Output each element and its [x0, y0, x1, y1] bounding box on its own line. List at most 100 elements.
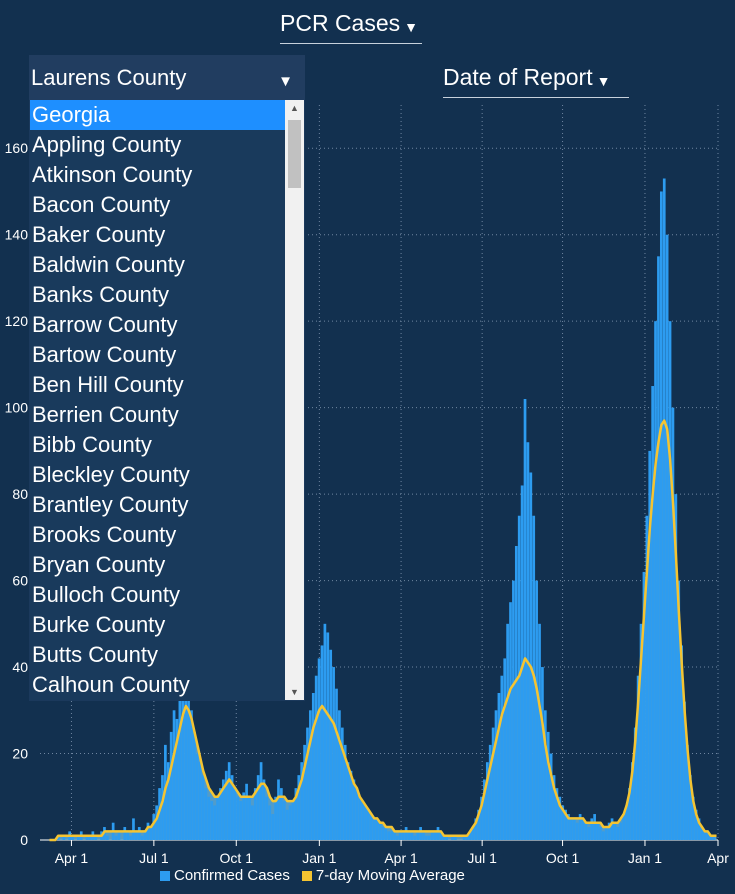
case-bar — [297, 775, 301, 840]
county-option[interactable]: Banks County — [32, 282, 169, 307]
county-option[interactable]: Baker County — [32, 222, 166, 247]
case-bar — [137, 827, 141, 840]
case-bar — [291, 801, 295, 840]
case-bar — [442, 835, 446, 840]
case-bar — [645, 515, 649, 840]
case-bar — [688, 775, 692, 840]
case-bar — [578, 814, 582, 840]
case-bar — [555, 788, 559, 840]
county-options-list: Georgia Appling County Atkinson County Baco… — [30, 100, 286, 700]
y-tick-label: 20 — [12, 746, 28, 762]
case-bar — [651, 386, 654, 840]
case-bar — [227, 762, 231, 840]
dropdown-scrollbar[interactable]: ▲ ▼ — [285, 100, 304, 700]
date-select[interactable]: Date of Report ▼ — [443, 64, 629, 98]
case-bar — [384, 827, 388, 840]
case-bar — [253, 788, 257, 840]
case-bar — [158, 788, 161, 840]
county-option[interactable]: Baldwin County — [32, 252, 185, 277]
case-bar — [506, 623, 509, 840]
county-option[interactable]: Atkinson County — [32, 162, 193, 187]
case-bar — [268, 805, 272, 840]
county-option[interactable]: Appling County — [32, 132, 182, 157]
county-option[interactable]: Bacon County — [32, 192, 171, 217]
scroll-down-icon[interactable]: ▼ — [290, 687, 299, 697]
case-bar — [219, 788, 222, 840]
case-bar — [413, 835, 417, 840]
case-bar — [616, 827, 620, 840]
case-bar — [106, 835, 109, 840]
case-bar — [686, 744, 689, 840]
case-bar — [572, 818, 576, 840]
caret-down-icon: ▼ — [596, 72, 611, 89]
county-option[interactable]: Calhoun County — [32, 672, 190, 697]
case-bar — [285, 809, 289, 840]
x-tick-label: Apr 1 — [384, 850, 418, 866]
legend-item-moving-average[interactable]: 7-day Moving Average — [301, 867, 465, 884]
x-tick-label: Oct 1 — [546, 850, 580, 866]
case-bar — [465, 835, 469, 840]
case-bar — [552, 775, 556, 840]
county-option[interactable]: Burke County — [32, 612, 166, 637]
case-bar — [706, 831, 710, 840]
x-tick-label: Jan 1 — [302, 850, 336, 866]
case-bar — [207, 796, 211, 840]
scrollbar-thumb[interactable] — [288, 120, 301, 188]
case-bar — [593, 814, 596, 840]
case-bar — [123, 827, 127, 840]
county-option[interactable]: Barrow County — [32, 312, 178, 337]
x-axis-ticks: Apr 1 Jul 1 Oct 1 Jan 1 Apr 1 Jul 1 Oct 1 Jan 1… — [40, 839, 729, 866]
case-bar — [367, 809, 370, 840]
county-dropdown[interactable]: Laurens County ▼ Georgia Appling County At… — [29, 55, 305, 701]
x-tick-label: Apr 1 — [55, 850, 89, 866]
case-bar — [601, 831, 605, 840]
county-select[interactable]: Laurens County ▼ — [29, 55, 305, 100]
case-bar — [398, 831, 402, 840]
case-bar — [280, 788, 283, 840]
case-bar — [596, 822, 599, 840]
case-bar — [282, 801, 286, 840]
case-bar — [181, 667, 185, 840]
county-option[interactable]: Bulloch County — [32, 582, 180, 607]
case-bar — [178, 688, 182, 840]
case-bar — [317, 658, 321, 840]
case-bar — [161, 775, 164, 840]
metric-select[interactable]: PCR Cases ▼ — [280, 10, 422, 44]
case-bar — [340, 727, 344, 840]
legend-item-confirmed[interactable]: Confirmed Cases — [160, 867, 290, 884]
case-bar — [85, 835, 89, 840]
case-bar — [230, 775, 234, 840]
case-bar — [485, 762, 489, 840]
county-option[interactable]: Bartow County — [32, 342, 177, 367]
case-bar — [62, 835, 66, 840]
case-bar — [155, 805, 159, 840]
case-bar — [274, 796, 277, 840]
x-tick-label: Jan 1 — [628, 850, 662, 866]
y-tick-label: 0 — [20, 832, 28, 848]
case-bar — [152, 814, 156, 840]
scroll-up-icon[interactable]: ▲ — [290, 103, 299, 113]
county-option[interactable]: Butts County — [32, 642, 158, 667]
case-bar — [236, 796, 240, 840]
case-bar — [529, 472, 533, 840]
case-bar — [570, 818, 573, 840]
county-option[interactable]: Berrien County — [32, 402, 179, 427]
case-bar — [419, 827, 422, 840]
county-option[interactable]: Brantley County — [32, 492, 189, 517]
case-bar — [314, 675, 318, 840]
county-option[interactable]: Brooks County — [32, 522, 177, 547]
county-option[interactable]: Bryan County — [32, 552, 166, 577]
case-bar — [248, 796, 251, 840]
case-bar — [233, 788, 237, 840]
legend-label-confirmed: Confirmed Cases — [174, 867, 290, 884]
county-option[interactable]: Bibb County — [32, 432, 152, 457]
county-option[interactable]: Georgia — [30, 100, 286, 130]
county-option[interactable]: Bleckley County — [32, 462, 190, 487]
case-bar — [393, 831, 396, 840]
case-bar — [349, 770, 353, 840]
case-bar — [114, 835, 118, 840]
case-bar — [425, 835, 428, 840]
case-bar — [329, 649, 333, 840]
county-option[interactable]: Ben Hill County — [32, 372, 184, 397]
